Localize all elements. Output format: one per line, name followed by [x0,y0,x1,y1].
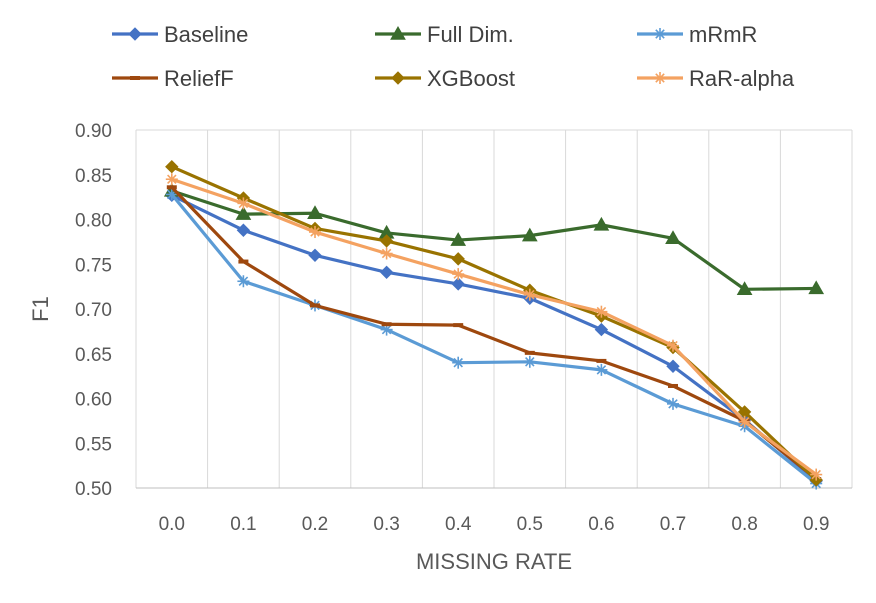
data-point [165,173,178,186]
data-point [596,358,607,363]
grid [135,129,853,488]
legend-label: RaR-alpha [689,66,795,91]
y-tick-label: 0.75 [75,255,112,276]
legend-item: Full Dim. [375,22,514,47]
x-tick-label: 0.1 [230,514,256,535]
x-tick-label: 0.2 [302,514,328,535]
data-point [452,268,465,281]
data-point [310,303,320,308]
series-line [170,193,818,483]
data-point [595,305,608,318]
data-point [390,25,406,40]
data-point [451,252,465,266]
data-point [307,205,323,219]
legend-item: RaR-alpha [637,66,795,91]
data-point [593,216,610,231]
data-point [736,281,753,296]
y-tick-label: 0.70 [75,300,112,321]
data-point [308,248,322,263]
x-tick-label: 0.5 [517,514,543,535]
series-rar-alpha [165,173,823,481]
x-tick-label: 0.9 [803,514,829,535]
series-line [170,177,818,477]
legend-item: mRmR [637,22,757,47]
data-point [237,197,250,210]
legend-label: XGBoost [427,66,515,91]
data-point [451,277,465,291]
data-point [235,206,252,220]
series [163,159,825,490]
data-point [521,227,538,242]
data-point [236,223,251,237]
data-point [130,76,140,80]
legend-label: Full Dim. [427,22,514,47]
data-point [380,247,393,260]
data-point [379,234,394,248]
data-point [666,359,680,373]
data-point [523,355,536,368]
legend-item: ReliefF [112,66,234,91]
x-tick-label: 0.6 [588,514,614,535]
data-point [667,397,679,410]
data-point [524,350,535,355]
x-axis-title: MISSING RATE [416,549,572,574]
y-tick-label: 0.85 [75,166,112,187]
y-tick-label: 0.90 [75,121,112,142]
y-tick-label: 0.60 [75,390,112,411]
data-point [595,363,608,376]
x-tick-label: 0.3 [373,514,399,535]
data-point [453,323,464,328]
x-tick-label: 0.7 [660,514,686,535]
data-point [668,383,678,388]
series-line [170,192,818,486]
y-tick-label: 0.80 [75,211,112,232]
data-point [165,188,178,201]
legend: Baseline Full Dim. mRmR ReliefF XGBoost RaR-a… [112,22,795,91]
data-point [667,339,679,352]
data-point [128,27,142,41]
legend-label: ReliefF [164,66,234,91]
data-point [309,226,321,239]
legend-label: Baseline [164,22,248,47]
data-point [523,288,536,301]
data-point [654,72,666,84]
data-point [166,185,177,190]
legend-item: XGBoost [375,66,515,91]
data-point [654,28,666,40]
legend-label: mRmR [689,22,757,47]
data-point [665,230,681,245]
axes: 0.50 0.55 0.60 0.65 0.70 0.75 0.80 0.85 0.90 0.0 0… [75,121,852,535]
data-point [381,322,392,327]
x-tick-label: 0.4 [445,514,472,535]
data-point [450,232,467,246]
x-tick-label: 0.8 [731,514,757,535]
data-point [237,275,250,288]
data-point [738,415,751,428]
data-point [238,259,249,264]
series-line [170,185,818,481]
x-tick-label: 0.0 [159,514,185,535]
data-point [379,265,394,280]
y-tick-label: 0.50 [75,479,112,500]
data-point [452,356,465,369]
legend-item: Baseline [112,22,248,47]
y-tick-label: 0.65 [75,345,112,366]
data-point [810,468,823,481]
data-point [391,71,405,85]
data-point [165,159,179,174]
data-point [808,280,825,295]
y-tick-label: 0.55 [75,434,112,455]
data-point [594,322,609,337]
series-line [170,165,818,482]
y-axis-title: F1 [28,296,53,322]
